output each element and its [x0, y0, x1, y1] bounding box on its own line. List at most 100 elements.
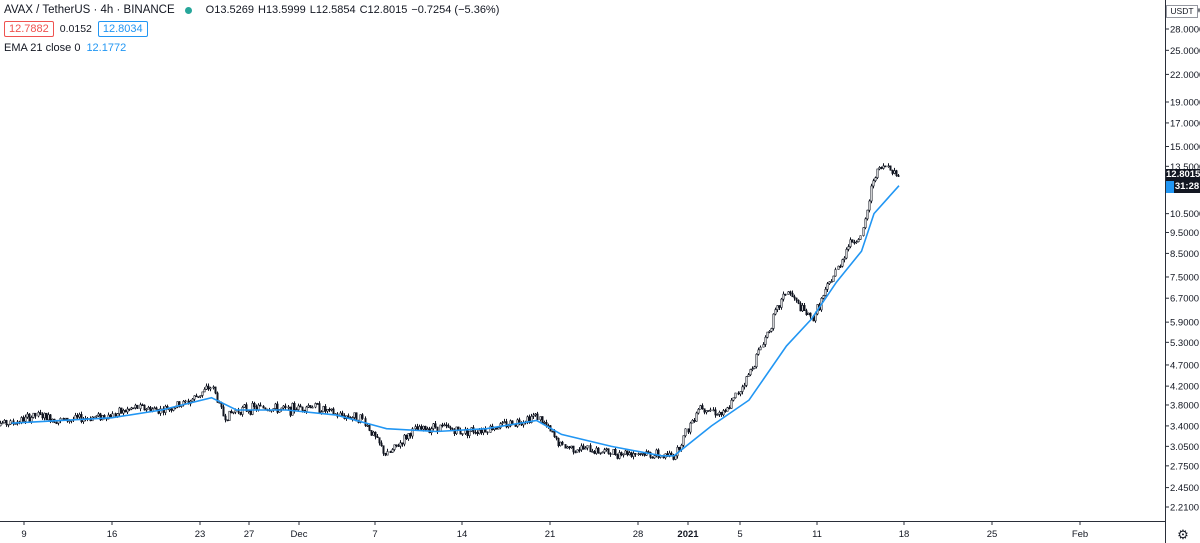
candle-body	[574, 451, 577, 454]
candle-body	[347, 415, 350, 418]
candle-body	[441, 424, 444, 427]
price-tick-label: 2.7500	[1170, 461, 1199, 472]
candle-body	[618, 452, 621, 459]
candle-body	[399, 442, 402, 447]
candle-body	[737, 392, 740, 395]
candle-body	[193, 395, 196, 400]
candle-body	[249, 410, 252, 415]
candle-body	[476, 432, 479, 435]
candle-body	[95, 415, 98, 418]
candle-body	[591, 451, 594, 453]
candle-body	[709, 409, 712, 412]
candle-body	[803, 305, 806, 311]
change-value: −0.7254 (−5.36%)	[411, 4, 500, 16]
indicator-label[interactable]: EMA 21 close 0	[4, 42, 81, 54]
candle-body	[891, 169, 894, 174]
candle-body	[43, 412, 46, 419]
candle-body	[239, 411, 242, 415]
candle-body	[739, 391, 742, 395]
candle-body	[584, 447, 587, 450]
candle-body	[689, 422, 692, 433]
candle-body	[528, 416, 531, 423]
candle-body	[553, 431, 556, 437]
candle-body	[782, 293, 785, 300]
candle-body	[380, 442, 383, 447]
candle-body	[797, 299, 800, 304]
candle-body	[282, 405, 285, 409]
candle-body	[622, 453, 625, 456]
candle-body	[787, 291, 790, 295]
quote-currency-badge[interactable]: USDT	[1166, 5, 1198, 18]
candle-body	[409, 433, 412, 437]
candle-body	[687, 428, 690, 433]
candle-body	[401, 442, 404, 445]
candle-body	[503, 421, 506, 423]
price-tick-label: 6.7000	[1170, 294, 1199, 305]
candle-body	[682, 435, 685, 446]
gear-icon[interactable]: ⚙	[1177, 527, 1189, 542]
candle-body	[712, 409, 715, 412]
candle-body	[341, 412, 344, 416]
candle-body	[109, 414, 112, 418]
candle-body	[191, 398, 194, 402]
candle-body	[486, 431, 489, 434]
candle-body	[628, 452, 631, 456]
candle-body	[874, 177, 877, 182]
price-tick-label: 22.0000	[1170, 70, 1200, 81]
candle-body	[759, 346, 762, 351]
price-tick-label: 3.0500	[1170, 442, 1199, 453]
candle-body	[378, 437, 381, 444]
candle-body	[287, 406, 290, 409]
indicator-legend[interactable]: EMA 21 close 0 12.1772	[4, 42, 126, 54]
candle-body	[32, 412, 35, 418]
candle-body	[639, 453, 642, 455]
buy-button[interactable]: 12.8034	[97, 21, 148, 37]
candle-body	[226, 419, 229, 422]
time-ticks[interactable]: 9 16 23 27 Dec 7 14 21 28 2021 5 11 18 25 Feb	[21, 521, 1088, 540]
candle-body	[674, 455, 677, 460]
candle-body	[757, 349, 760, 355]
candle-body	[143, 404, 146, 411]
candle-body	[868, 200, 871, 211]
candle-body	[641, 452, 644, 455]
candle-body	[297, 405, 300, 410]
price-tick-label: 19.0000	[1170, 97, 1200, 108]
sell-button[interactable]: 12.7882	[4, 21, 54, 37]
candle-body	[9, 420, 12, 425]
candle-body	[386, 451, 389, 456]
close-label: C	[359, 4, 368, 16]
candle-body	[649, 452, 652, 458]
candle-body	[822, 295, 825, 299]
candle-body	[774, 309, 777, 315]
price-ticks[interactable]: 2.2100 2.4500 2.7500 3.0500 3.4000 3.8000 4.20…	[1165, 5, 1200, 514]
candle-body	[532, 414, 535, 417]
candle-body	[570, 445, 573, 449]
candle-body	[5, 420, 8, 425]
candle-body	[259, 404, 262, 407]
candle-body	[770, 328, 773, 332]
candle-body	[280, 407, 283, 410]
price-tick-label: 5.9000	[1170, 318, 1199, 329]
candle-body	[209, 387, 212, 390]
candle-body	[3, 420, 6, 424]
last-price-tag: 12.8015	[1166, 169, 1200, 181]
open-value: 13.5269	[214, 4, 254, 16]
candle-body	[872, 180, 875, 187]
price-tick-label: 13.5000	[1170, 162, 1200, 173]
candle-body	[897, 175, 900, 177]
candle-body	[251, 402, 254, 415]
candle-body	[557, 437, 560, 447]
candle-body	[795, 297, 798, 301]
symbol-title[interactable]: AVAX / TetherUS · 4h · BINANCE	[4, 4, 175, 16]
symbol-legend: AVAX / TetherUS · 4h · BINANCE O 13.5269…	[4, 4, 499, 16]
candle-body	[384, 453, 387, 456]
candle-body	[424, 425, 427, 431]
live-dot	[184, 6, 192, 14]
candle-body	[826, 283, 829, 290]
candle-body	[559, 441, 562, 447]
candle-body	[178, 401, 181, 407]
candle-body	[434, 423, 437, 428]
candle-body	[195, 395, 198, 398]
